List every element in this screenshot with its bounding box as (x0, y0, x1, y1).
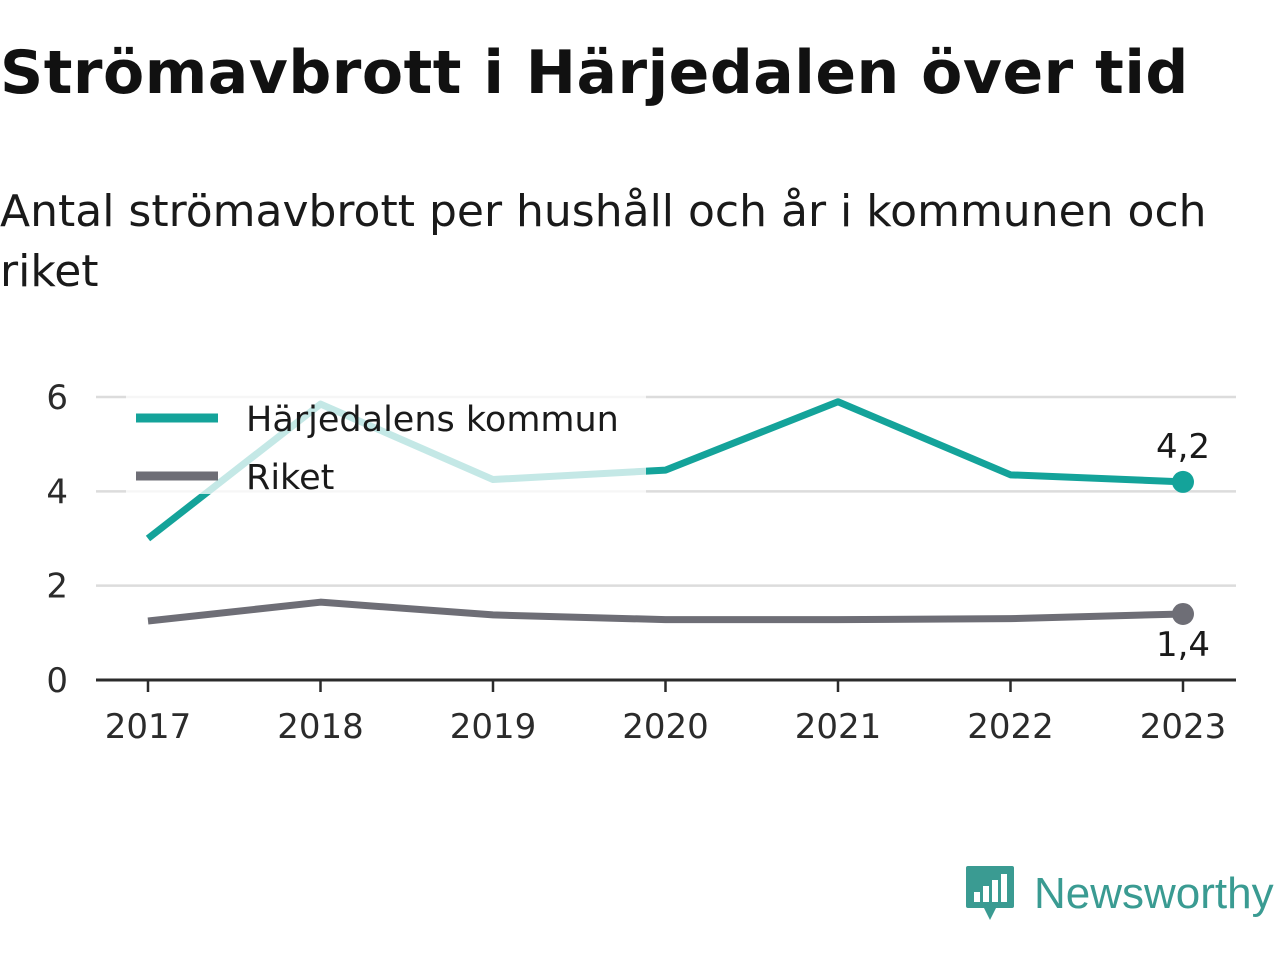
series-line (147, 598, 1184, 625)
chart-subtitle: Antal strömavbrott per hushåll och år i … (0, 186, 1207, 297)
newsworthy-logo-icon (966, 866, 1014, 920)
y-tick-label: 4 (46, 472, 68, 512)
y-tick-label: 2 (46, 567, 68, 607)
brand-name: Newsworthy (1034, 869, 1274, 918)
y-tick-label: 6 (46, 378, 68, 418)
x-tick-label: 2019 (450, 707, 537, 747)
end-value-label: 1,4 (1156, 625, 1210, 665)
x-tick-label: 2021 (795, 707, 882, 747)
series-end-point (1172, 470, 1194, 493)
x-tick-label: 2017 (105, 707, 192, 747)
x-tick-label: 2023 (1140, 707, 1227, 747)
y-axis: 0 2 4 6 (46, 378, 68, 701)
end-value-label: 4,2 (1156, 427, 1210, 467)
legend-label: Riket (246, 458, 334, 498)
series-end-point (1172, 602, 1194, 625)
brand: Newsworthy (964, 864, 1274, 924)
x-tick-label: 2020 (622, 707, 709, 747)
x-tick-label: 2022 (967, 707, 1054, 747)
end-labels: 4,2 1,4 (1156, 427, 1210, 665)
chart-title: Strömavbrott i Härjedalen över tid (0, 38, 1189, 108)
y-tick-label: 0 (46, 661, 68, 701)
x-axis: 2017 2018 2019 2020 2021 2022 2023 (96, 678, 1236, 747)
legend-label: Härjedalens kommun (246, 400, 619, 440)
legend: Härjedalens kommun Riket (126, 392, 646, 498)
x-tick-label: 2018 (277, 707, 364, 747)
